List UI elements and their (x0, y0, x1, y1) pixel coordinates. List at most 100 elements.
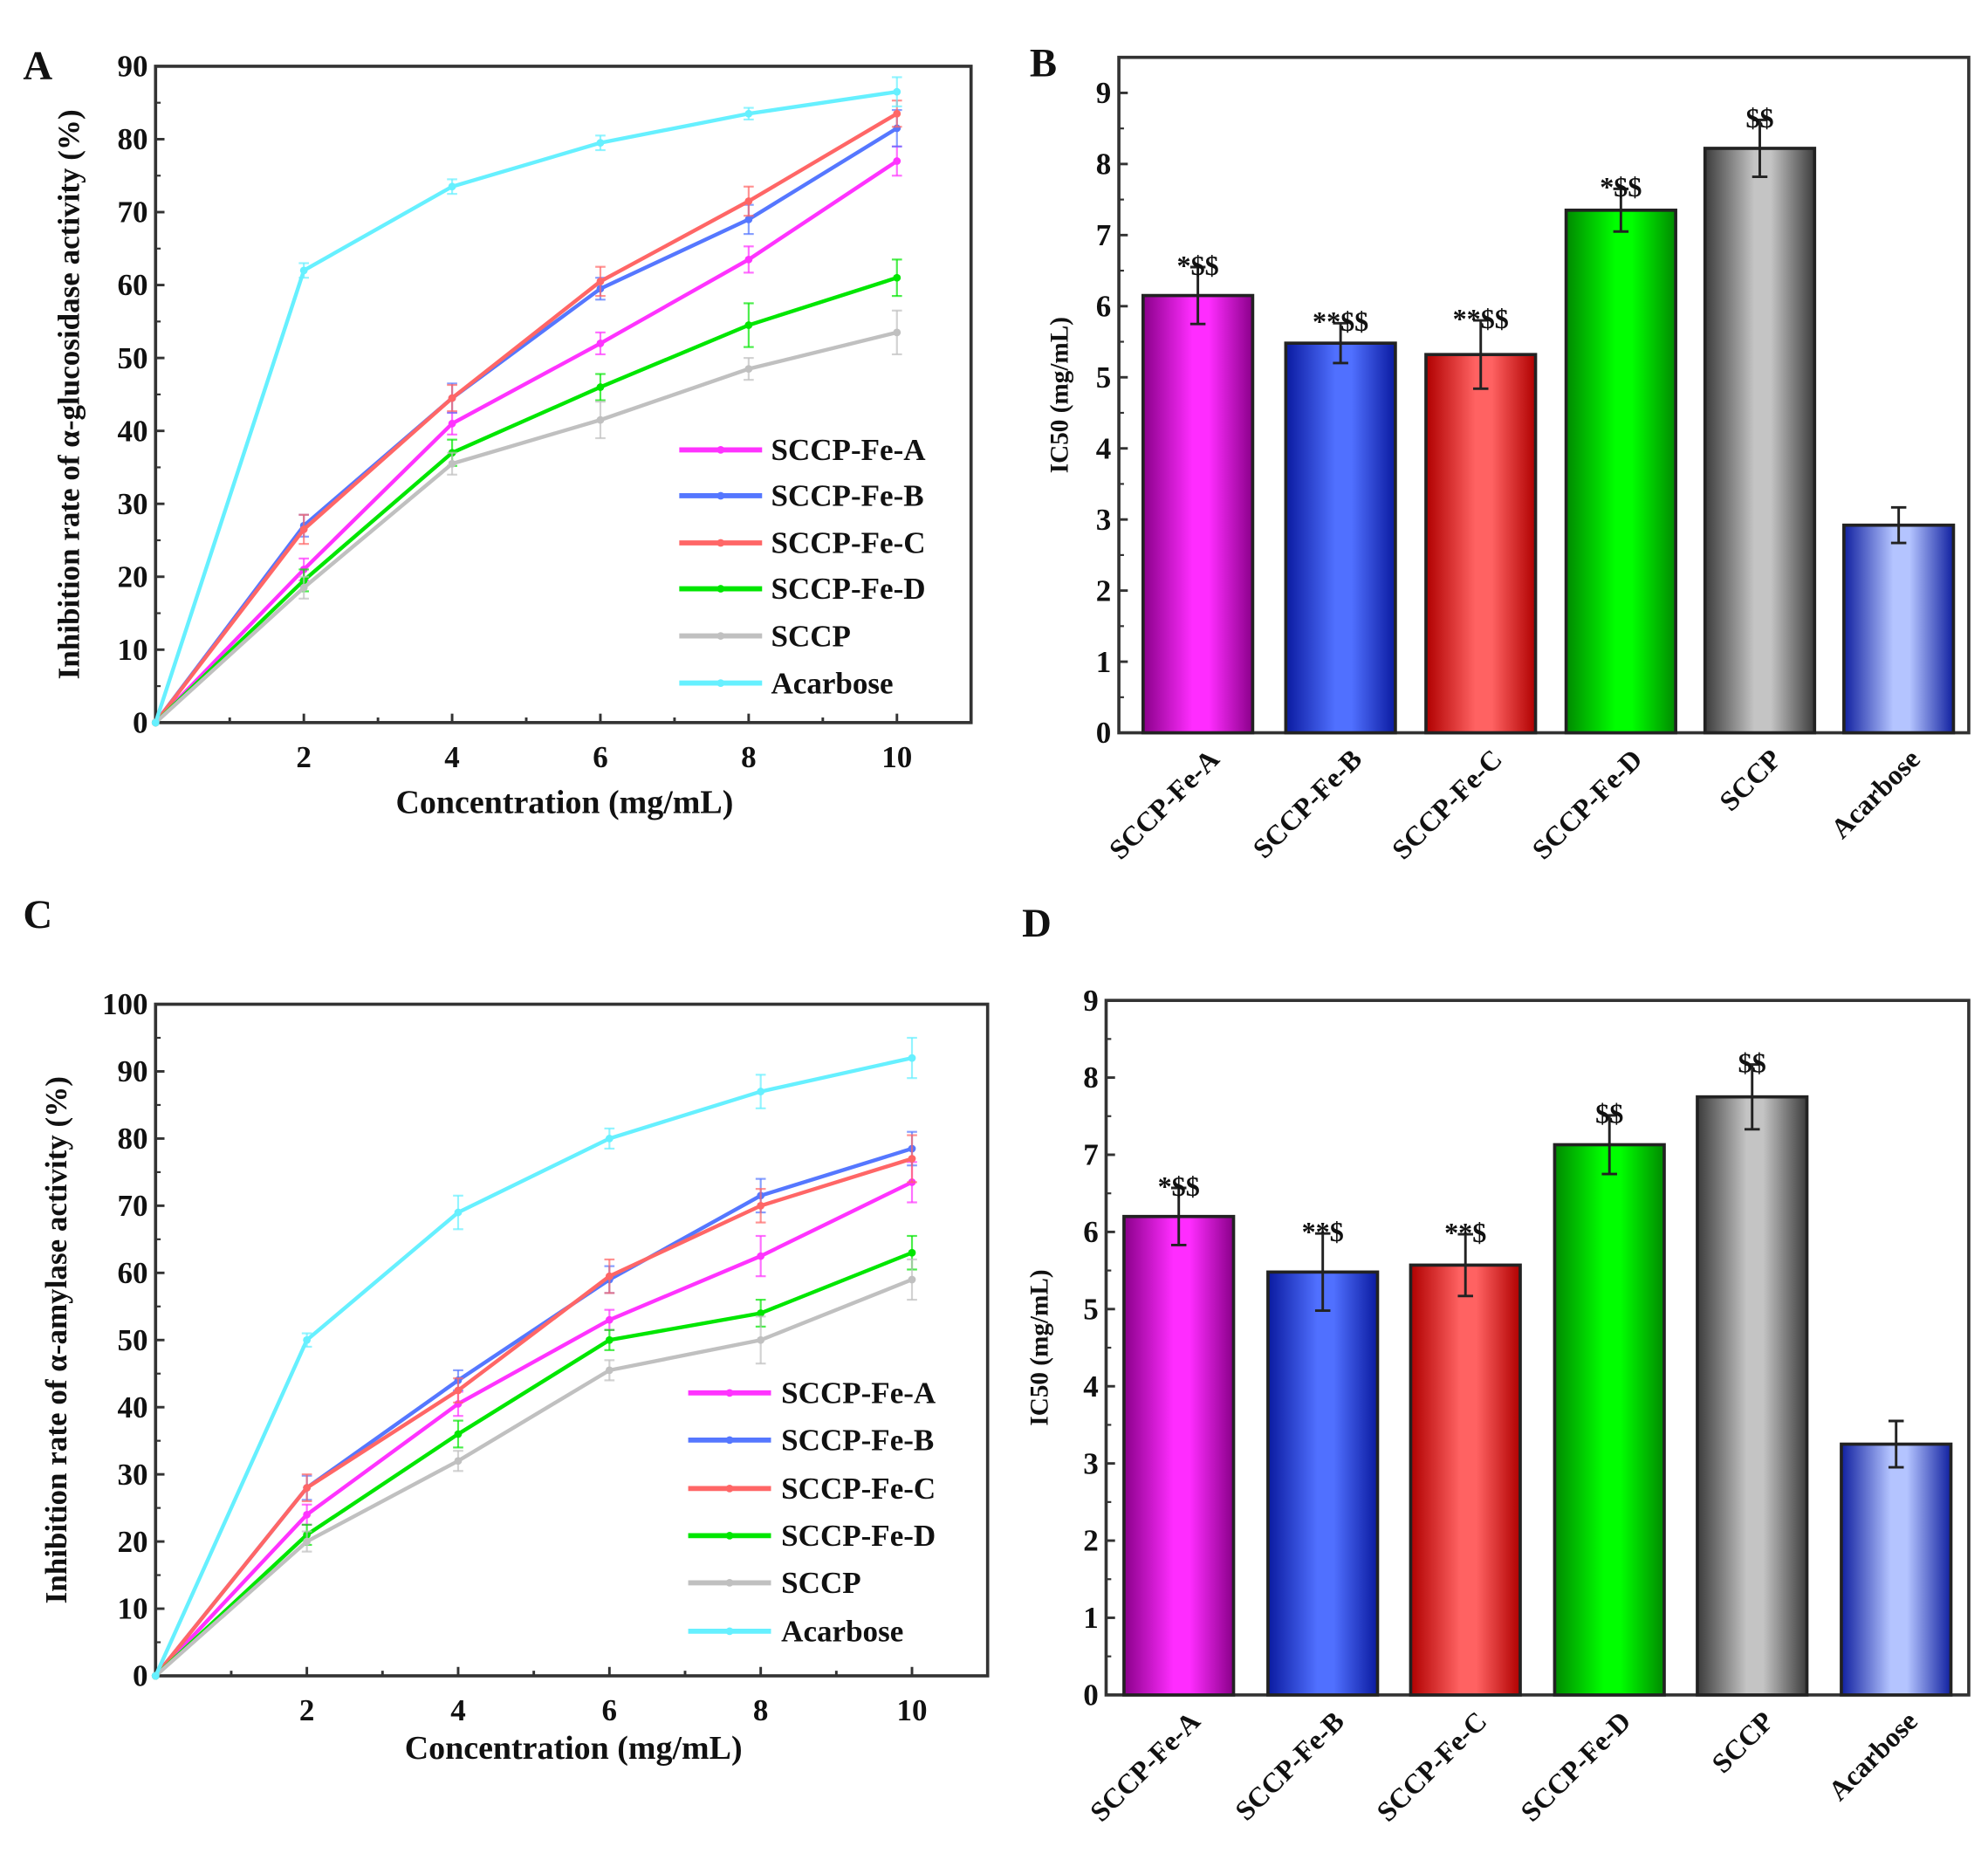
data-point (299, 583, 308, 592)
x-tick-label: SCCP-Fe-B (1246, 743, 1368, 864)
bar (1409, 1263, 1522, 1697)
bar-sccp-fe-c: **$ SCCP-Fe-C (1370, 1217, 1522, 1828)
series-acarbose (151, 76, 902, 727)
series-sccp-fe-d (151, 1234, 917, 1680)
legend-label: SCCP-Fe-D (781, 1519, 936, 1553)
x-tick-label: SCCP-Fe-A (1103, 743, 1225, 865)
data-point (596, 278, 605, 285)
bar-sccp-fe-c: **$$ SCCP-Fe-C (1386, 303, 1538, 865)
x-tick-label: SCCP-Fe-D (1514, 1706, 1636, 1828)
bar-sccp-fe-d: *$$ SCCP-Fe-D (1525, 171, 1677, 865)
data-point (893, 109, 901, 118)
y-tick-label: 90 (117, 1054, 147, 1088)
series-line (154, 1277, 913, 1678)
y-tick-label: 60 (117, 1256, 147, 1290)
data-point (448, 459, 456, 468)
x-tick-label: 8 (741, 740, 757, 774)
x-tick-label: 4 (450, 1693, 466, 1727)
y-axis-label: Inhibition rate of α-glucosidase activit… (52, 109, 86, 679)
y-tick-label: 0 (133, 706, 148, 740)
series-sccp-fe-a (151, 1161, 917, 1680)
data-point (757, 1335, 765, 1344)
legend-item: SCCP-Fe-A (679, 433, 926, 467)
legend-marker (725, 1579, 734, 1587)
series-line (154, 276, 898, 724)
legend-label: SCCP-Fe-B (781, 1424, 934, 1458)
y-tick-label: 4 (1083, 1369, 1099, 1404)
legend-item: Acarbose (679, 666, 894, 700)
panel-c: C 0 10 20 30 40 50 60 70 80 90 100 Inhibition rate o… (23, 892, 990, 1767)
plot-frame (1117, 55, 1971, 735)
y-tick-label: 3 (1096, 503, 1112, 537)
y-tick-label: 30 (117, 1458, 147, 1492)
x-tick-label: 6 (602, 1693, 618, 1727)
y-tick-label: 0 (1096, 716, 1112, 750)
panel-letter: B (1030, 41, 1057, 86)
data-point (454, 1386, 463, 1395)
series-line (154, 1180, 913, 1678)
bar (1564, 209, 1677, 735)
panel-a: A 0 10 20 30 40 50 60 70 80 90 Inhibition rate of α… (23, 44, 973, 821)
legend-marker (725, 1389, 734, 1397)
x-tick-label: 8 (753, 1693, 769, 1727)
data-point (893, 328, 901, 337)
x-tick-label: 6 (593, 740, 608, 774)
x-axis-label: Concentration (mg/mL) (396, 785, 734, 821)
legend-marker (716, 679, 725, 687)
y-axis-label: Inhibition rate of α-amylase activity (%… (39, 1076, 73, 1603)
series-sccp-fe-c (151, 100, 902, 727)
data-point (893, 87, 901, 96)
x-tick-label: SCCP-Fe-B (1229, 1706, 1350, 1827)
panel-letter: D (1022, 901, 1052, 946)
x-tick-label: Acarbose (1822, 1706, 1923, 1807)
y-tick-label: 50 (117, 341, 147, 375)
y-tick-label: 60 (117, 268, 147, 302)
data-point (448, 182, 456, 191)
y-tick-label: 9 (1083, 984, 1099, 1018)
bar-sccp-fe-b: **$ SCCP-Fe-B (1229, 1216, 1380, 1827)
x-tick-label: SCCP-Fe-C (1386, 743, 1508, 865)
significance-label: *$$ (1600, 171, 1642, 202)
legend-label: SCCP-Fe-A (781, 1376, 936, 1411)
series-line (154, 159, 898, 724)
data-point (908, 1054, 916, 1062)
legend-label: SCCP-Fe-C (771, 526, 925, 560)
data-point (757, 1252, 765, 1260)
y-tick-label: 80 (117, 122, 147, 156)
y-tick-label: 5 (1096, 360, 1112, 395)
x-tick-label: 4 (444, 740, 460, 774)
significance-label: **$ (1302, 1216, 1344, 1247)
series-line (154, 89, 898, 724)
series-sccp (151, 1258, 917, 1680)
legend-item: SCCP-Fe-C (688, 1472, 936, 1506)
legend-item: Acarbose (688, 1615, 903, 1649)
data-point (744, 109, 753, 118)
bar (1141, 293, 1255, 735)
legend-label: SCCP-Fe-B (771, 479, 923, 513)
legend-item: SCCP (688, 1566, 861, 1600)
y-tick-label: 80 (117, 1122, 147, 1156)
data-point (151, 1671, 160, 1680)
data-point (454, 1457, 463, 1465)
bar (1703, 147, 1817, 735)
significance-label: **$$ (1453, 303, 1509, 334)
data-point (757, 1309, 765, 1317)
significance-label: $$ (1738, 1047, 1766, 1078)
significance-label: **$ (1444, 1217, 1486, 1248)
x-tick-label: 2 (296, 740, 312, 774)
data-point (744, 321, 753, 329)
y-tick-label: 30 (117, 487, 147, 521)
data-point (893, 273, 901, 282)
legend-label: Acarbose (781, 1615, 903, 1649)
legend-label: SCCP (771, 619, 850, 653)
y-tick-label: 2 (1083, 1524, 1099, 1558)
y-tick-label: 6 (1083, 1215, 1099, 1249)
y-tick-label: 5 (1083, 1292, 1099, 1326)
legend-marker (716, 491, 725, 500)
data-point (454, 1208, 463, 1217)
series-sccp-fe-d (151, 258, 902, 727)
data-point (908, 1275, 916, 1284)
y-tick-label: 10 (117, 633, 147, 667)
x-tick-label: SCCP-Fe-D (1525, 743, 1648, 865)
